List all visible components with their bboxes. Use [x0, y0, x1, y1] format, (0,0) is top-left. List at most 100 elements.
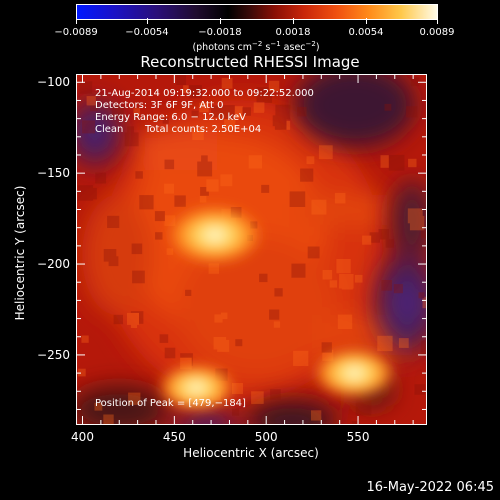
heatmap-pixel-blob [176, 75, 187, 85]
heatmap-pixel-blob [289, 191, 306, 207]
heatmap-pixel-blob [192, 128, 204, 141]
heatmap-pixel-blob [164, 183, 174, 194]
heatmap-pixel-blob [232, 383, 243, 394]
heatmap-pixel-blob [256, 87, 273, 103]
colorbar-tick-label: −0.0054 [125, 27, 169, 38]
heatmap-pixel-blob [248, 155, 262, 169]
colorbar-tick [437, 18, 438, 24]
heatmap-pixel-blob [311, 410, 322, 421]
colorbar-tick-label: −0.0018 [198, 27, 242, 38]
heatmap-pixel-blob [200, 187, 209, 196]
heatmap-pixel-blob [253, 102, 265, 113]
hot-source [166, 205, 263, 265]
heatmap-pixel-blob [351, 421, 359, 424]
hot-source [157, 363, 236, 413]
heatmap-pixel-blob [273, 321, 281, 328]
heatmap-pixel-blob [354, 274, 363, 283]
heatmap-pixel-blob [224, 117, 236, 129]
heatmap-pixel-blob [81, 335, 89, 343]
heatmap-pixel-blob [393, 284, 403, 294]
heatmap-pixel-blob [377, 335, 393, 352]
heatmap-pixel-blob [293, 350, 309, 366]
colorbar-tick-label: 0.0054 [348, 27, 384, 38]
heatmap-pixel-blob [268, 80, 280, 92]
peak-position-label: Position of Peak = [479,−184] [95, 398, 246, 409]
y-axis-title: Heliocentric Y (arcsec) [13, 185, 27, 321]
heatmap-pixel-blob [384, 103, 392, 111]
heatmap-pixel-blob [78, 368, 86, 377]
heatmap-pixel-blob [206, 179, 219, 192]
heatmap-pixel-blob [220, 312, 228, 320]
y-tick-label: −200 [37, 257, 70, 272]
hot-sources [157, 205, 397, 413]
heatmap-pixel-blob [180, 357, 192, 370]
heatmap-pixel-blob [406, 106, 418, 118]
heatmap-pixel-blob [95, 172, 107, 184]
heatmap-pixel-blob [208, 263, 219, 274]
y-tick-label: −150 [37, 166, 70, 181]
heatmap-pixel-blob [420, 340, 426, 355]
heatmap-pixel-blob [130, 311, 144, 324]
heatmap-image [77, 75, 426, 424]
heatmap-pixel-blob [201, 155, 208, 162]
x-tick-label: 450 [162, 430, 186, 444]
heatmap-pixel-blob [251, 391, 264, 404]
heatmap-pixel-blob [180, 353, 193, 366]
heatmap-pixel-blob [311, 199, 327, 215]
heatmap-pixel-blob [124, 132, 139, 147]
heatmap-pixel-blob [388, 154, 405, 171]
heatmap-pixel-blob [409, 215, 425, 231]
heatmap-pixel-blob [197, 161, 213, 177]
heatmap-pixel-blob [108, 256, 119, 267]
heatmap-pixel-blob [214, 314, 223, 323]
colorbar-tick-label: −0.0089 [54, 27, 98, 38]
heatmap-pixel-blob [103, 249, 117, 262]
hot-source [312, 346, 397, 400]
heatmap-pixel-blob [300, 168, 314, 182]
heatmap-pixel-blob [128, 392, 141, 405]
heatmap-pixel-blob [355, 399, 372, 416]
heatmap-pixel-blob [191, 110, 199, 118]
heatmap-pixel-blob [217, 339, 230, 352]
heatmap-pixel-blob [211, 105, 224, 118]
heatmap-pixel-blob [185, 289, 192, 296]
heatmap-pixel-blob [270, 389, 281, 400]
heatmap-pixel-blob [414, 384, 426, 395]
heatmap-pixel-blob [139, 195, 154, 210]
heatmap-pixel-blob [199, 196, 207, 203]
heatmap-pixel-blob [103, 414, 114, 424]
colorbar-tick [293, 18, 294, 24]
heatmap-pixel-blob [259, 273, 268, 283]
heatmap-pixel-blob [297, 106, 307, 117]
y-tick-label: −100 [37, 75, 70, 90]
heatmap-pixel-blob [339, 274, 354, 289]
heatmap-pixel-blob [162, 117, 169, 124]
heatmap-pixel-blob [255, 102, 265, 112]
heatmap-pixel-blob [337, 314, 353, 329]
heatmap-pixel-blob [407, 208, 423, 224]
heatmap-pixel-blob [329, 280, 337, 288]
colorbar-tick-label: 0.0018 [275, 27, 311, 38]
heatmap-pixel-blob [261, 184, 270, 193]
heatmap-pixel-blob [164, 347, 176, 359]
colorbar-units: (photons cm−2 s−1 asec−2) [192, 40, 320, 54]
negative-regions [77, 75, 426, 424]
heatmap-pixel-blob [281, 121, 291, 130]
detectors-label: Detectors: 3F 6F 9F, Att 0 [95, 100, 224, 111]
heatmap-pixel-blob [291, 263, 306, 278]
colorbar-tick [76, 18, 77, 24]
heatmap-pixel-blob [188, 85, 202, 99]
heatmap-pixel-blob [410, 77, 420, 87]
heatmap-pixel-blob [381, 280, 392, 291]
heatmap-pixel-blob [274, 288, 283, 297]
heatmap-pixel-blob [164, 159, 175, 170]
heatmap-pixel-blob [221, 77, 233, 89]
heatmap-pixel-blob [135, 171, 143, 179]
heatmap-pixel-blob [232, 408, 240, 416]
heatmap-pixel-blob [85, 187, 97, 200]
x-tick-label: 500 [254, 430, 278, 444]
heatmap-pixel-blob [107, 215, 120, 228]
heatmap-pixel-blob [385, 239, 394, 248]
colorbar [76, 4, 438, 24]
colorbar-tick [366, 18, 368, 24]
